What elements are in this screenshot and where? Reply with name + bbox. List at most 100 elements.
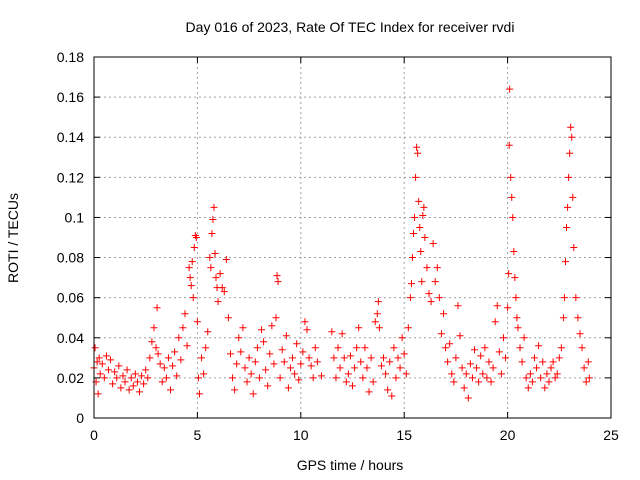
data-point (210, 203, 218, 211)
data-point (388, 392, 396, 400)
data-point (338, 330, 346, 338)
data-point (222, 256, 230, 264)
data-point (241, 364, 249, 372)
data-point (557, 344, 565, 352)
data-point (491, 318, 499, 326)
data-point (505, 141, 513, 149)
data-point (286, 364, 294, 372)
data-point (183, 342, 191, 350)
data-point (280, 358, 288, 366)
data-point (131, 370, 139, 378)
data-point (164, 354, 172, 362)
data-point (567, 123, 575, 131)
data-point (353, 344, 361, 352)
data-point (226, 350, 234, 358)
data-point (520, 334, 528, 342)
data-point (140, 380, 148, 388)
x-tick-label: 10 (293, 427, 309, 443)
data-point (508, 193, 516, 201)
plot-frame (93, 56, 612, 419)
data-point (200, 370, 208, 378)
data-point (253, 344, 261, 352)
data-point (446, 340, 454, 348)
data-point (489, 364, 497, 372)
data-point (303, 326, 311, 334)
data-point (313, 358, 321, 366)
data-point (311, 344, 319, 352)
data-point (355, 324, 363, 332)
data-point (276, 374, 284, 382)
data-point (582, 378, 590, 386)
data-point (173, 372, 181, 380)
y-axis-label: ROTI / TECUs (5, 193, 21, 283)
data-point (495, 348, 503, 356)
data-point (133, 378, 141, 386)
data-point (373, 310, 381, 318)
data-point (537, 374, 545, 382)
data-point (216, 270, 224, 278)
data-point (185, 264, 193, 272)
y-tick-label: 0.06 (57, 290, 84, 306)
data-point (152, 344, 160, 352)
data-points (90, 85, 593, 402)
data-point (115, 362, 123, 370)
data-point (578, 344, 586, 352)
data-point (167, 386, 175, 394)
data-point (386, 358, 394, 366)
data-point (198, 354, 206, 362)
data-point (411, 213, 419, 221)
data-point (435, 294, 443, 302)
data-point (363, 364, 371, 372)
data-point (462, 370, 470, 378)
data-point (566, 149, 574, 157)
data-point (100, 374, 108, 382)
data-point (512, 294, 520, 302)
data-point (299, 348, 307, 356)
data-point (417, 248, 425, 256)
y-tick-label: 0.08 (57, 250, 84, 266)
data-point (104, 366, 112, 374)
data-point (237, 348, 245, 356)
data-point (487, 378, 495, 386)
data-point (351, 364, 359, 372)
data-point (251, 358, 259, 366)
data-point (211, 250, 219, 258)
y-tick-label: 0.14 (57, 129, 84, 145)
y-tick-label: 0.16 (57, 89, 84, 105)
data-point (207, 264, 215, 272)
data-point (475, 378, 483, 386)
data-point (156, 360, 164, 368)
y-tick-label: 0.18 (57, 49, 84, 65)
data-point (448, 370, 456, 378)
data-point (511, 274, 519, 282)
data-point (272, 314, 280, 322)
data-point (249, 390, 257, 398)
data-point (247, 370, 255, 378)
data-point (96, 370, 104, 378)
x-axis-label: GPS time / hours (297, 457, 404, 473)
data-point (328, 328, 336, 336)
data-point (218, 284, 226, 292)
data-point (412, 173, 420, 181)
data-point (194, 374, 202, 382)
data-point (456, 332, 464, 340)
data-point (468, 374, 476, 382)
data-point (187, 282, 195, 290)
data-point (377, 362, 385, 370)
data-point (433, 264, 441, 272)
data-point (142, 366, 150, 374)
data-point (559, 314, 567, 322)
data-point (413, 143, 421, 151)
data-point (214, 298, 222, 306)
data-point (568, 133, 576, 141)
data-point (361, 344, 369, 352)
data-point (158, 378, 166, 386)
data-point (188, 258, 196, 266)
data-point (268, 322, 276, 330)
data-point (564, 203, 572, 211)
data-point (94, 390, 102, 398)
data-point (135, 388, 143, 396)
data-point (452, 354, 460, 362)
data-point (483, 374, 491, 382)
